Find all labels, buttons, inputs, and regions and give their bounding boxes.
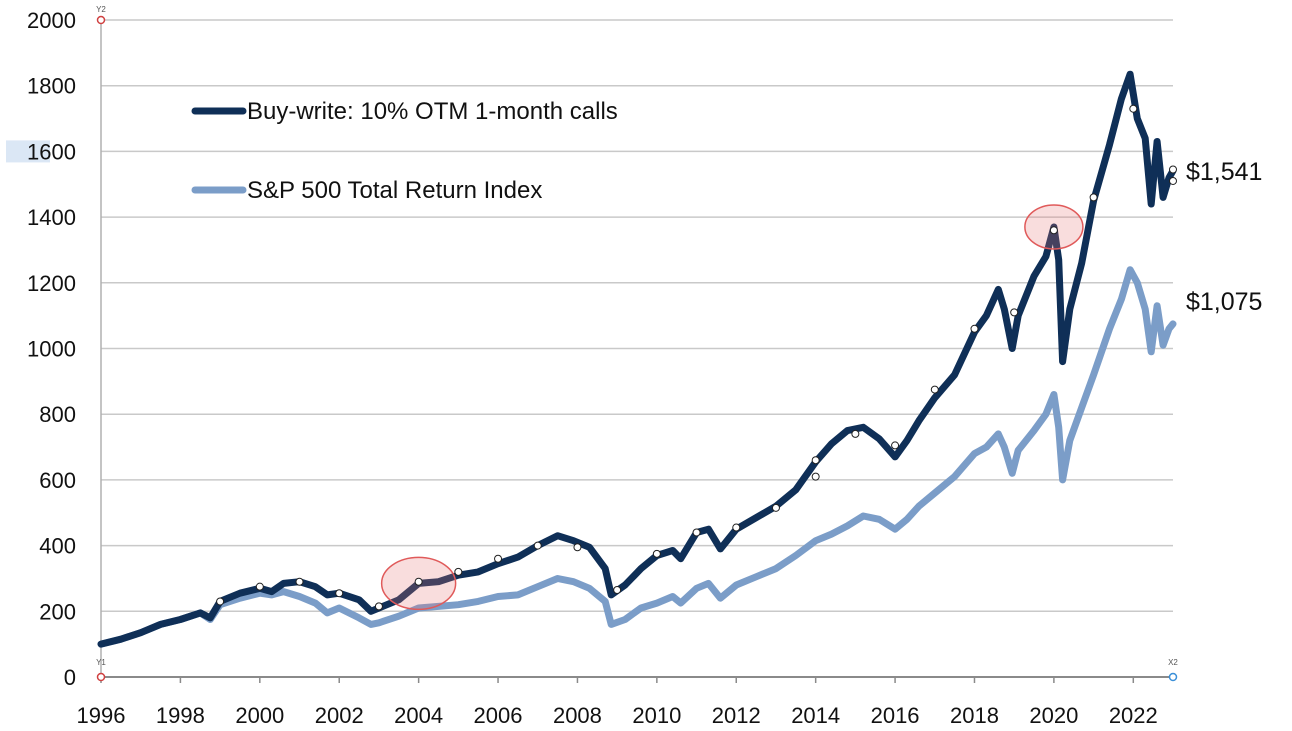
- y-tick-label: 2000: [27, 8, 76, 33]
- legend-label-buy-write: Buy-write: 10% OTM 1-month calls: [247, 98, 618, 125]
- x2-handle: [1168, 672, 1178, 682]
- data-point-marker: [255, 582, 264, 591]
- data-point-marker: [494, 554, 503, 563]
- x-tick-labels: 1996 1998 2000 2002 2004 2006 2008 2010 2012 2014…: [77, 703, 1158, 728]
- x2-handle-label: X2: [1168, 658, 1178, 667]
- y-tick-label: 1000: [27, 337, 76, 362]
- series-line-sp500: [97, 266, 1177, 648]
- data-point-marker: [573, 543, 582, 552]
- x-tick-label: 1996: [77, 703, 126, 728]
- legend-label-sp500: S&P 500 Total Return Index: [247, 177, 542, 204]
- data-point-marker: [692, 528, 701, 537]
- data-point-marker: [930, 385, 939, 394]
- corner-markers: Y2 Y1 X2: [96, 5, 1178, 682]
- x-tick-label: 2008: [553, 703, 602, 728]
- y-tick-label: 1400: [27, 205, 76, 230]
- end-label-sp500: $1,075: [1186, 288, 1262, 316]
- x-tick-label: 2002: [315, 703, 364, 728]
- y2-handle-label: Y2: [96, 5, 106, 14]
- data-point-marker: [533, 541, 542, 550]
- data-point-marker: [732, 523, 741, 532]
- y-tick-label: 400: [39, 534, 76, 559]
- x-tick-label: 2004: [394, 703, 443, 728]
- series-line-buy-write: [97, 70, 1177, 648]
- data-point-marker: [335, 589, 344, 598]
- data-point-marker: [414, 577, 423, 586]
- data-point-marker: [1169, 176, 1177, 185]
- y-tick-label: 200: [39, 599, 76, 624]
- legend: Buy-write: 10% OTM 1-month calls S&P 500…: [191, 98, 618, 204]
- x-tick-label: 1998: [156, 703, 205, 728]
- gridlines: [101, 19, 1173, 613]
- series-lines: [97, 70, 1177, 648]
- data-point-marker: [1010, 308, 1019, 317]
- x-tick-label: 2000: [235, 703, 284, 728]
- y-tick-label: 600: [39, 468, 76, 493]
- end-label-buy-write: $1,541: [1186, 158, 1262, 186]
- y-tick-labels: 0 200 400 600 800 1000 1200 1400 1600 1800 2000: [6, 8, 76, 690]
- data-point-marker: [811, 456, 820, 465]
- x-tick-label: 2020: [1029, 703, 1078, 728]
- x-tick-label: 2018: [950, 703, 999, 728]
- y-tick-label: 1800: [27, 74, 76, 99]
- y-tick-label: 800: [39, 402, 76, 427]
- data-point-marker: [970, 324, 979, 333]
- data-point-marker: [851, 429, 860, 438]
- y-tick-highlight: [6, 140, 50, 163]
- highlight-circles: [380, 204, 1084, 611]
- x-tick-label: 2016: [871, 703, 920, 728]
- x-tick-label: 2014: [791, 703, 840, 728]
- data-point-marker: [374, 602, 383, 611]
- x-tick-label: 2006: [474, 703, 523, 728]
- x-tick-label: 2022: [1109, 703, 1158, 728]
- data-point-marker: [1129, 104, 1138, 113]
- data-point-marker: [771, 503, 780, 512]
- x-tick-label: 2010: [632, 703, 681, 728]
- data-point-marker: [891, 441, 900, 450]
- y1-handle-label: Y1: [96, 658, 106, 667]
- data-point-marker: [1049, 226, 1058, 235]
- y1-handle: [96, 672, 106, 682]
- y-tick-label: 0: [64, 665, 76, 690]
- y2-handle: [96, 15, 106, 25]
- y-tick-label: 1600: [27, 139, 76, 164]
- data-point-marker: [613, 585, 622, 594]
- x-tick-label: 2012: [712, 703, 761, 728]
- data-point-marker: [652, 549, 661, 558]
- data-point-marker: [1089, 193, 1098, 202]
- data-point-markers: [216, 104, 1177, 611]
- data-point-marker: [216, 597, 225, 606]
- data-point-marker: [295, 577, 304, 586]
- data-point-marker: [1169, 165, 1177, 174]
- data-point-marker: [454, 567, 463, 576]
- end-value-labels: $1,541 $1,075: [1186, 158, 1262, 316]
- data-point-marker: [811, 472, 820, 481]
- y-tick-label: 1200: [27, 271, 76, 296]
